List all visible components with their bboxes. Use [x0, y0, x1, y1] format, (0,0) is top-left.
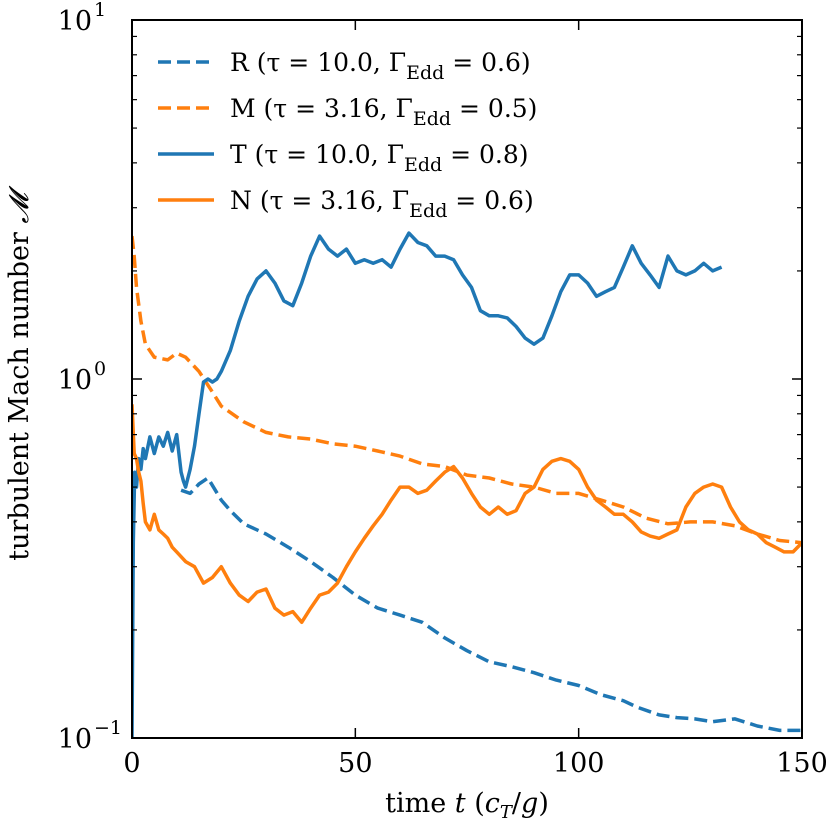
x-tick-label: 150	[776, 748, 828, 779]
legend-label-T: T (τ = 10.0, ΓEdd = 0.8)	[230, 140, 529, 176]
x-axis-label: time t (cT/g)	[385, 788, 549, 823]
y-tick-label-exponent: 1	[94, 0, 106, 21]
legend-label-R: R (τ = 10.0, ΓEdd = 0.6)	[230, 48, 531, 84]
legend-label-N: N (τ = 3.16, ΓEdd = 0.6)	[230, 186, 534, 222]
y-tick-label: 10	[58, 365, 92, 396]
plot-frame	[131, 19, 803, 739]
series-line-R	[180, 476, 802, 733]
y-tick-label: 10	[58, 724, 92, 755]
series-line-T	[132, 231, 723, 738]
series-layer	[132, 231, 802, 738]
x-tick-label: 100	[553, 748, 605, 779]
series-line-N	[132, 404, 802, 625]
y-tick-label: 10	[58, 6, 92, 37]
legend-label-M: M (τ = 3.16, ΓEdd = 0.5)	[230, 94, 537, 130]
y-tick-label-exponent: 0	[94, 358, 106, 380]
y-tick-label-exponent: −1	[94, 717, 122, 739]
x-tick-label: 50	[338, 748, 372, 779]
x-tick-label: 0	[123, 748, 140, 779]
legend: R (τ = 10.0, ΓEdd = 0.6) M (τ = 3.16, ΓEd…	[158, 48, 537, 222]
series-line-M	[132, 235, 802, 545]
y-axis-label: turbulent Mach number 𝓜	[4, 186, 35, 561]
